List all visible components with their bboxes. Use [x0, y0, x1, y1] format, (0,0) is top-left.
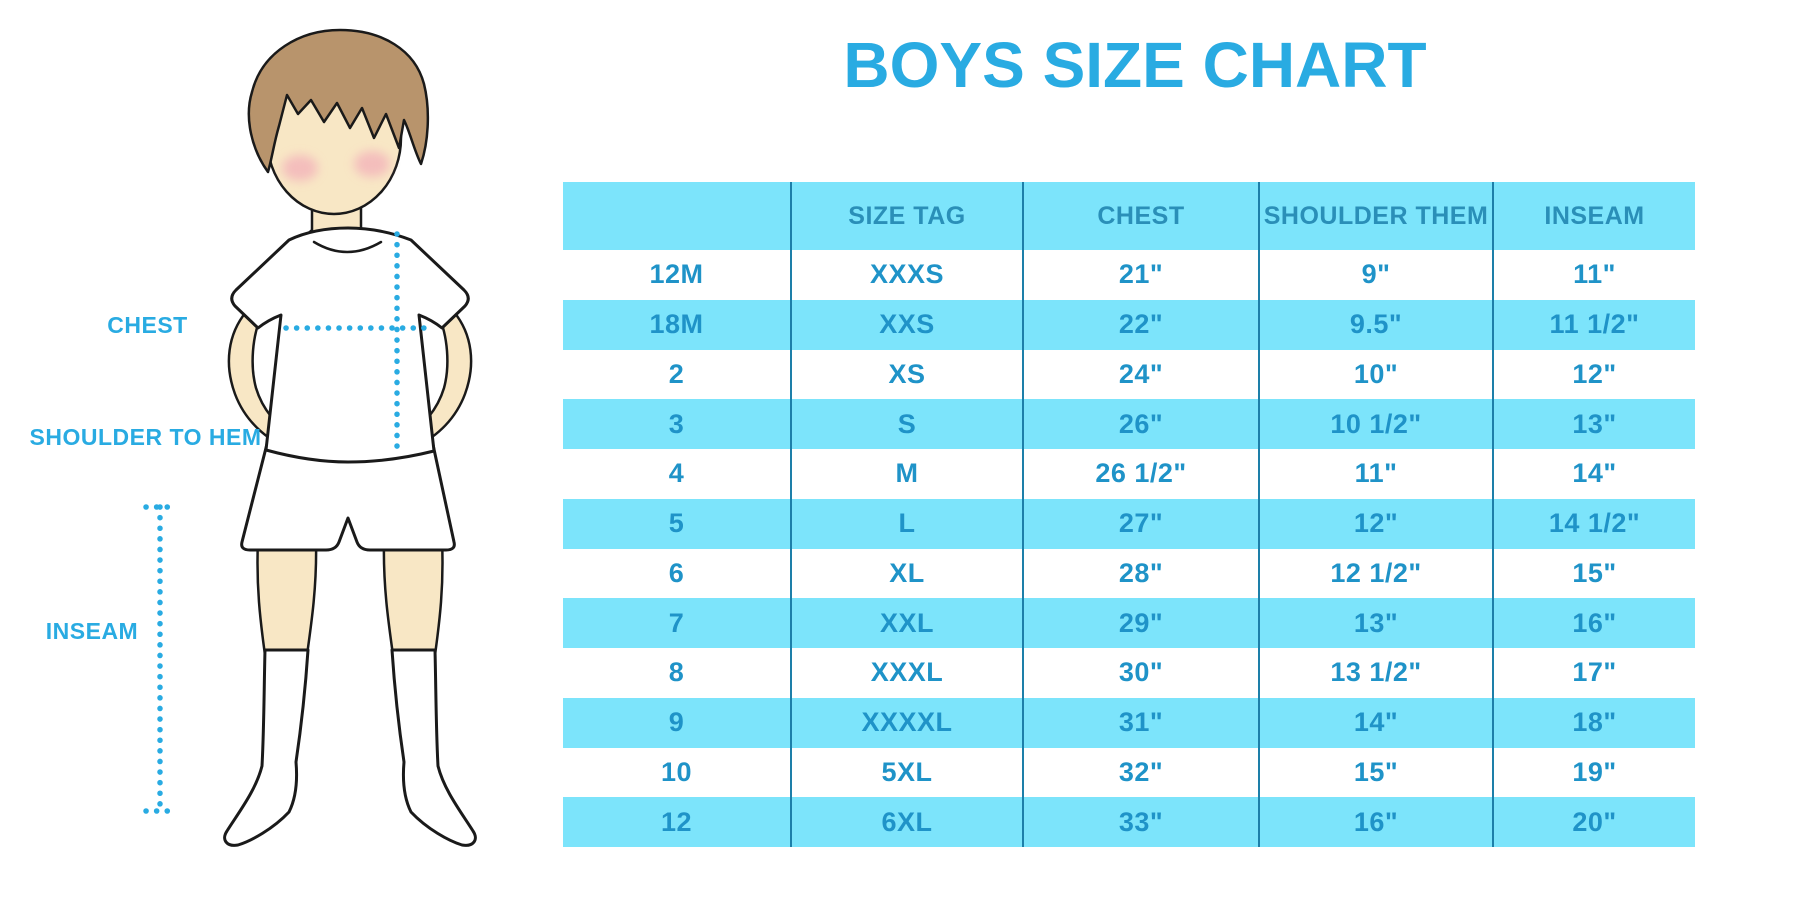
table-row: 4 M 26 1/2" 11" 14" [563, 449, 1695, 499]
inseam-label: INSEAM [45, 618, 139, 644]
table-cell: 3 [668, 408, 685, 439]
table-row: 2 XS 24" 10" 12" [563, 349, 1695, 400]
table-cell: 11" [1258, 449, 1492, 499]
header-cell: SHOULDER THEM [1258, 182, 1492, 250]
table-cell: 12" [1258, 498, 1492, 549]
table-cell: XL [790, 548, 1022, 599]
table-cell: XXXS [790, 250, 1022, 300]
table-cell: 12" [1492, 349, 1695, 400]
table-cell: 29" [1022, 598, 1258, 648]
table-cell: 16" [1258, 797, 1492, 847]
table-cell: 21" [1022, 250, 1258, 300]
t-shirt [230, 226, 470, 464]
table-cell: 31" [1022, 697, 1258, 748]
header-cell: CHEST [1022, 182, 1258, 250]
table-cell: 11" [1492, 250, 1695, 300]
table-cell: 6XL [790, 797, 1022, 847]
table-cell: 18M [649, 309, 704, 340]
table-cell: L [790, 498, 1022, 549]
shoulder-to-hem-label: SHOULDER TO HEM [29, 424, 262, 450]
table-cell: 4 [668, 458, 685, 489]
page-title: BOYS SIZE CHART [843, 29, 1427, 101]
table-cell: 33" [1022, 797, 1258, 847]
table-cell: 32" [1022, 747, 1258, 798]
table-cell: 19" [1492, 747, 1695, 798]
table-cell: 13" [1258, 598, 1492, 648]
table-row: 3 S 26" 10 1/2" 13" [563, 399, 1695, 449]
table-cell: 9.5" [1258, 299, 1492, 350]
table-cell: 5 [668, 508, 685, 539]
table-cell: 12 [660, 806, 693, 837]
table-row: 6 XL 28" 12 1/2" 15" [563, 548, 1695, 599]
table-cell: XXL [790, 598, 1022, 648]
table-row: 10 5XL 32" 15" 19" [563, 747, 1695, 798]
table-cell: 13" [1492, 399, 1695, 449]
table-cell: 20" [1492, 797, 1695, 847]
table-row: 12 6XL 33" 16" 20" [563, 797, 1695, 847]
table-cell: 26" [1022, 399, 1258, 449]
table-cell: 5XL [790, 747, 1022, 798]
table-cell: 26 1/2" [1022, 449, 1258, 499]
table-cell: 9" [1258, 250, 1492, 300]
table-cell: XS [790, 349, 1022, 400]
table-cell: S [790, 399, 1022, 449]
left-blush [282, 155, 318, 181]
table-cell: 7 [668, 607, 685, 638]
chest-label: CHEST [107, 312, 188, 338]
header-cell [563, 182, 790, 250]
table-cell: 13 1/2" [1258, 648, 1492, 698]
table-cell: 11 1/2" [1492, 299, 1695, 350]
table-cell: 2 [668, 358, 685, 389]
table-row: 8 XXXL 30" 13 1/2" 17" [563, 648, 1695, 698]
table-cell: 24" [1022, 349, 1258, 400]
table-cell: 30" [1022, 648, 1258, 698]
table-cell: 17" [1492, 648, 1695, 698]
table-cell: 9 [668, 707, 685, 738]
hair [247, 28, 430, 174]
table-cell: 10 [660, 756, 693, 787]
table-cell: 10" [1258, 349, 1492, 400]
header-cell: INSEAM [1492, 182, 1695, 250]
table-cell: 6 [668, 557, 685, 588]
table-cell: 28" [1022, 548, 1258, 599]
table-cell: 8 [668, 657, 685, 688]
table-cell: 14" [1492, 449, 1695, 499]
table-cell: M [790, 449, 1022, 499]
table-cell: 14" [1258, 697, 1492, 748]
right-leg [382, 538, 444, 664]
left-sock [223, 648, 310, 847]
size-chart-table: SIZE TAG CHEST SHOULDER THEM INSEAM 12M XXXS 2… [563, 182, 1695, 847]
table-cell: 10 1/2" [1258, 399, 1492, 449]
table-row: 9 XXXXL 31" 14" 18" [563, 697, 1695, 748]
header-cell: SIZE TAG [790, 182, 1022, 250]
right-blush [354, 151, 390, 177]
table-row: 7 XXL 29" 13" 16" [563, 598, 1695, 648]
left-leg [256, 538, 318, 664]
right-sock [390, 648, 477, 847]
boy-illustration [143, 28, 477, 847]
table-row: 12M XXXS 21" 9" 11" [563, 250, 1695, 300]
table-cell: 12 1/2" [1258, 548, 1492, 599]
table-cell: 22" [1022, 299, 1258, 350]
collar [312, 240, 383, 254]
table-cell: 14 1/2" [1492, 498, 1695, 549]
header-row: SIZE TAG CHEST SHOULDER THEM INSEAM [563, 182, 1695, 250]
table-cell: 15" [1258, 747, 1492, 798]
table-row: 18M XXS 22" 9.5" 11 1/2" [563, 299, 1695, 350]
table-cell: XXXXL [790, 697, 1022, 748]
table-cell: 27" [1022, 498, 1258, 549]
table-cell: 15" [1492, 548, 1695, 599]
table-cell: 12M [649, 259, 704, 290]
table-cell: 16" [1492, 598, 1695, 648]
table-row: 5 L 27" 12" 14 1/2" [563, 498, 1695, 549]
table-cell: 18" [1492, 697, 1695, 748]
table-cell: XXXL [790, 648, 1022, 698]
table-cell: XXS [790, 299, 1022, 350]
